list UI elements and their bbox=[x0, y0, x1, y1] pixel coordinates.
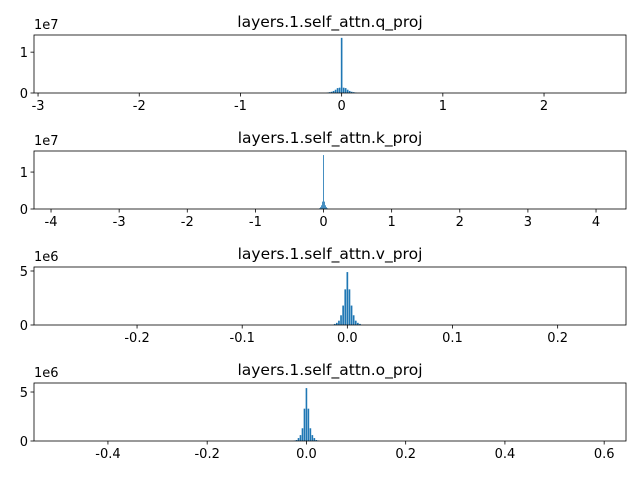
histogram-bar bbox=[324, 201, 325, 209]
x-tick-label: -2 bbox=[133, 99, 146, 114]
histogram-bar bbox=[297, 438, 300, 441]
x-tick-label: -1 bbox=[249, 215, 262, 230]
y-tick-label: 0 bbox=[20, 435, 28, 450]
subplot-title: layers.1.self_attn.k_proj bbox=[238, 129, 423, 148]
histogram-bar bbox=[348, 90, 351, 93]
histogram-bar bbox=[342, 305, 344, 325]
histogram-bar bbox=[303, 408, 306, 441]
x-tick-label: 2 bbox=[540, 99, 548, 114]
x-tick-label: 0 bbox=[337, 99, 345, 114]
x-tick-label: 0 bbox=[319, 215, 327, 230]
histogram-bar bbox=[328, 92, 331, 93]
histogram-bar bbox=[332, 90, 335, 93]
histogram-bar bbox=[295, 440, 298, 441]
histogram-bar bbox=[330, 91, 333, 93]
histogram-bar bbox=[352, 92, 355, 93]
histogram-bar bbox=[301, 428, 304, 441]
y-tick-label: 1 bbox=[20, 46, 28, 61]
histogram-bar bbox=[320, 207, 321, 209]
x-tick-label: 0.2 bbox=[547, 331, 568, 346]
x-tick-label: -0.2 bbox=[194, 447, 219, 462]
histogram-bar bbox=[342, 87, 345, 93]
x-tick-label: 1 bbox=[388, 215, 396, 230]
x-tick-label: 0.0 bbox=[337, 331, 358, 346]
histogram-bar bbox=[338, 87, 341, 93]
x-tick-label: 0.0 bbox=[296, 447, 317, 462]
x-tick-label: -4 bbox=[45, 215, 58, 230]
histogram-bar bbox=[305, 388, 308, 441]
histogram-bar bbox=[334, 89, 337, 93]
subplot-title: layers.1.self_attn.q_proj bbox=[237, 13, 422, 32]
histogram-bar bbox=[352, 315, 355, 325]
offset-label: 1e6 bbox=[34, 366, 59, 381]
histogram-bar bbox=[299, 435, 302, 441]
x-tick-label: -3 bbox=[113, 215, 126, 230]
histogram-bar bbox=[346, 272, 349, 325]
histogram-bar bbox=[311, 435, 314, 441]
axes-frame bbox=[33, 382, 627, 442]
histogram-bar bbox=[354, 320, 357, 325]
histogram-bar bbox=[322, 201, 323, 209]
y-tick-label: 5 bbox=[20, 386, 28, 401]
axes-frame bbox=[33, 150, 627, 210]
axes-frame bbox=[33, 266, 627, 326]
histogram-bar bbox=[346, 89, 349, 93]
x-tick-label: 0.6 bbox=[594, 447, 615, 462]
y-tick-label: 0 bbox=[20, 319, 28, 334]
x-tick-label: -0.2 bbox=[124, 331, 149, 346]
histogram-bar bbox=[333, 323, 336, 325]
x-tick-label: -1 bbox=[234, 99, 247, 114]
histogram-bar bbox=[344, 88, 347, 93]
offset-label: 1e6 bbox=[34, 250, 59, 265]
offset-label: 1e7 bbox=[34, 18, 59, 33]
histogram-bar bbox=[326, 207, 328, 209]
histogram-bar bbox=[359, 323, 361, 325]
histogram-bar bbox=[344, 289, 347, 325]
x-tick-label: 1 bbox=[439, 99, 447, 114]
x-tick-label: 0.4 bbox=[495, 447, 516, 462]
histogram-bar bbox=[340, 315, 342, 325]
x-tick-label: 4 bbox=[592, 215, 600, 230]
histogram-bar bbox=[338, 320, 340, 325]
histogram-bar bbox=[350, 91, 353, 93]
x-tick-label: -3 bbox=[32, 99, 45, 114]
histogram-bar bbox=[325, 205, 326, 209]
x-tick-label: 0.1 bbox=[442, 331, 463, 346]
histogram-bar bbox=[340, 37, 343, 93]
histogram-bar bbox=[313, 438, 316, 441]
y-tick-label: 5 bbox=[20, 265, 28, 280]
x-tick-label: -2 bbox=[181, 215, 194, 230]
subplot-title: layers.1.self_attn.o_proj bbox=[237, 361, 422, 380]
x-tick-label: 2 bbox=[456, 215, 464, 230]
histogram-bar bbox=[309, 428, 312, 441]
x-tick-label: -0.1 bbox=[230, 331, 255, 346]
histogram-bar bbox=[336, 88, 339, 93]
y-tick-label: 0 bbox=[20, 203, 28, 218]
y-tick-label: 1 bbox=[20, 166, 28, 181]
histogram-bar bbox=[321, 205, 322, 209]
histogram-bar bbox=[350, 305, 353, 325]
histogram-bar bbox=[323, 155, 324, 209]
histogram-bar bbox=[357, 322, 359, 325]
axes-frame bbox=[33, 34, 627, 94]
y-tick-label: 0 bbox=[20, 87, 28, 102]
x-tick-label: 3 bbox=[524, 215, 532, 230]
histogram-bar bbox=[315, 440, 318, 441]
histogram-bar bbox=[307, 408, 310, 441]
histogram-bar bbox=[348, 289, 351, 325]
x-tick-label: -0.4 bbox=[95, 447, 120, 462]
subplot-title: layers.1.self_attn.v_proj bbox=[238, 245, 423, 264]
offset-label: 1e7 bbox=[34, 134, 59, 149]
histogram-bar bbox=[335, 322, 338, 325]
x-tick-label: 0.2 bbox=[395, 447, 416, 462]
